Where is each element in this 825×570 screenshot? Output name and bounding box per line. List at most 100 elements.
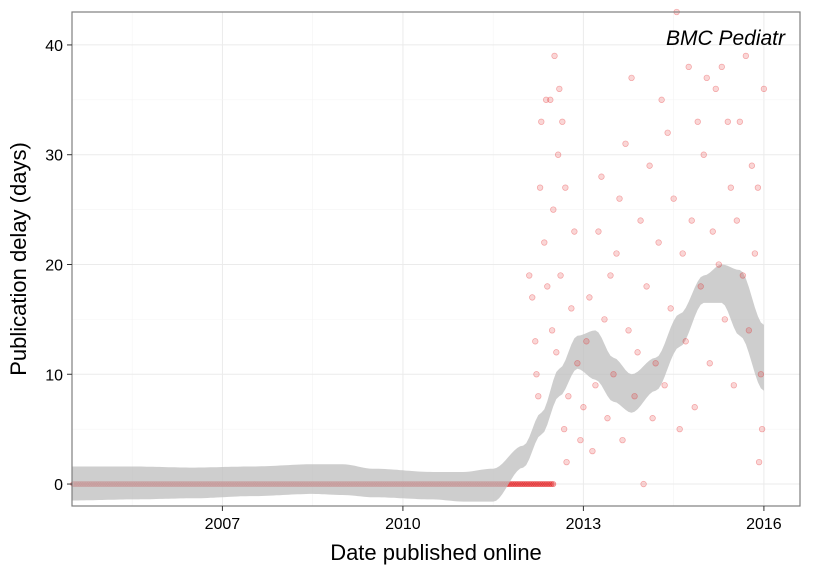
delay-point bbox=[565, 393, 572, 400]
delay-point bbox=[625, 327, 632, 334]
delay-point bbox=[691, 404, 698, 411]
delay-point bbox=[757, 371, 765, 378]
delay-point bbox=[715, 261, 722, 268]
delay-point bbox=[694, 118, 701, 125]
y-axis: 0 10 20 30 40 bbox=[45, 38, 72, 494]
y-tick-label: 40 bbox=[45, 38, 63, 55]
delay-point bbox=[544, 283, 551, 290]
delay-point bbox=[619, 436, 626, 444]
delay-point bbox=[541, 239, 548, 246]
delay-point bbox=[542, 96, 550, 103]
delay-point bbox=[730, 382, 737, 389]
delay-point bbox=[622, 140, 629, 147]
y-tick-label: 30 bbox=[45, 148, 63, 165]
delay-point bbox=[628, 74, 635, 82]
delay-point bbox=[643, 283, 650, 290]
delay-point bbox=[736, 118, 743, 125]
delay-point bbox=[712, 85, 719, 92]
delay-point bbox=[667, 305, 674, 312]
delay-point bbox=[682, 338, 689, 345]
delay-point bbox=[637, 217, 644, 224]
delay-point bbox=[646, 162, 653, 169]
delay-point bbox=[718, 63, 725, 71]
delay-point bbox=[664, 129, 671, 136]
delay-point bbox=[557, 272, 564, 279]
plot-panel bbox=[70, 8, 801, 507]
y-axis-title: Publication delay (days) bbox=[6, 142, 31, 376]
delay-point bbox=[556, 85, 563, 92]
y-tick-label: 10 bbox=[45, 367, 63, 384]
delay-point bbox=[583, 338, 590, 345]
delay-point bbox=[754, 184, 762, 191]
delay-point bbox=[631, 393, 638, 400]
delay-point bbox=[727, 184, 734, 191]
delay-point bbox=[610, 371, 617, 378]
x-axis: 2007 2010 2013 2016 bbox=[205, 506, 782, 533]
delay-point bbox=[700, 151, 707, 158]
panel-border bbox=[71, 11, 801, 507]
delay-point bbox=[649, 415, 656, 422]
y-tick-label: 20 bbox=[45, 257, 63, 274]
delay-point bbox=[574, 360, 581, 367]
delay-point bbox=[706, 360, 713, 367]
delay-point bbox=[551, 52, 558, 60]
delay-point bbox=[577, 436, 584, 444]
delay-point bbox=[529, 294, 536, 301]
zero-delay-point bbox=[550, 481, 557, 487]
y-tick-label: 0 bbox=[54, 477, 63, 494]
delay-point bbox=[697, 283, 704, 290]
delay-point bbox=[604, 415, 611, 422]
x-tick-label: 2010 bbox=[385, 516, 421, 533]
x-axis-title: Date published online bbox=[330, 540, 542, 565]
delay-point bbox=[547, 96, 554, 103]
delay-point bbox=[616, 195, 623, 202]
delay-point bbox=[670, 195, 677, 202]
delay-point bbox=[548, 327, 556, 334]
delay-point bbox=[553, 349, 560, 356]
x-tick-label: 2007 bbox=[205, 516, 241, 533]
delay-point bbox=[536, 184, 544, 191]
delay-point bbox=[563, 458, 570, 466]
delay-point bbox=[613, 250, 620, 257]
delay-point bbox=[655, 239, 662, 246]
delay-point bbox=[634, 349, 641, 356]
delay-point bbox=[703, 74, 710, 82]
delay-point bbox=[589, 447, 596, 455]
delay-point bbox=[739, 272, 746, 279]
delay-point bbox=[721, 316, 728, 323]
x-tick-label: 2016 bbox=[746, 516, 782, 533]
delay-point bbox=[595, 228, 602, 235]
delay-point bbox=[676, 426, 683, 433]
delay-point bbox=[526, 272, 533, 279]
delay-point bbox=[758, 426, 766, 433]
panel-background bbox=[72, 12, 800, 506]
zero-delay-point bbox=[548, 481, 555, 487]
delay-point bbox=[601, 316, 608, 323]
delay-point bbox=[724, 118, 731, 125]
delay-point bbox=[580, 404, 587, 411]
delay-point bbox=[685, 63, 692, 71]
delay-point bbox=[751, 250, 759, 257]
delay-point bbox=[679, 250, 686, 257]
smooth-confidence-band bbox=[72, 264, 764, 502]
delay-point bbox=[554, 151, 562, 158]
x-tick-label: 2013 bbox=[566, 516, 602, 533]
delay-point bbox=[709, 228, 716, 235]
delay-point bbox=[550, 206, 557, 213]
delay-point bbox=[598, 173, 605, 180]
journal-annotation: BMC Pediatr bbox=[666, 27, 786, 50]
delay-point bbox=[607, 272, 614, 279]
delay-point bbox=[760, 85, 768, 92]
delay-point bbox=[745, 327, 753, 334]
delay-point bbox=[538, 118, 545, 125]
delay-point bbox=[742, 52, 750, 60]
delay-point bbox=[688, 217, 695, 224]
delay-point bbox=[755, 458, 763, 466]
delay-point bbox=[559, 118, 566, 125]
delay-point bbox=[652, 360, 659, 367]
delay-point bbox=[535, 393, 542, 400]
delay-point bbox=[748, 162, 756, 169]
delay-point bbox=[658, 96, 665, 103]
delay-point bbox=[640, 480, 647, 488]
